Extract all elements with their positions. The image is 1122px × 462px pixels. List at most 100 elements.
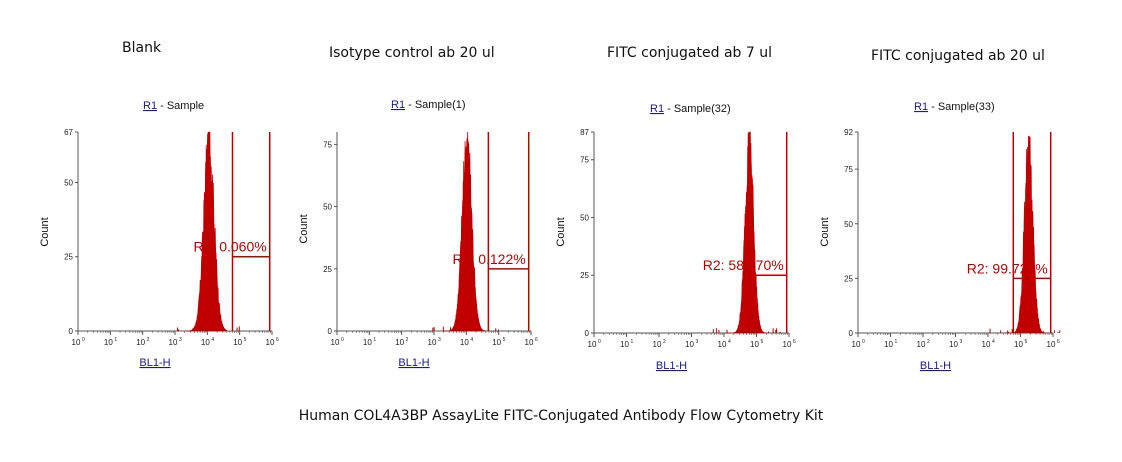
gate-label: R2: 99.725% bbox=[967, 260, 1048, 276]
x-tick-label: 10 bbox=[72, 338, 81, 347]
y-tick-label: 67 bbox=[64, 128, 73, 137]
panel-title-2: Isotype control ab 20 ul bbox=[329, 45, 495, 61]
x-tick-exponent: 0 bbox=[341, 337, 344, 343]
x-tick-exponent: 6 bbox=[535, 337, 538, 343]
histogram-series bbox=[184, 131, 228, 332]
x-tick-exponent: 0 bbox=[862, 339, 865, 345]
panel-title-1: Blank bbox=[122, 40, 162, 56]
y-axis-label: Count bbox=[298, 214, 310, 243]
y-tick-label: 75 bbox=[323, 140, 332, 149]
histogram-series bbox=[1004, 136, 1047, 334]
sample-header: R1 - Sample(33) bbox=[914, 101, 995, 113]
region-link[interactable]: R1 bbox=[391, 99, 405, 111]
x-tick-label: 10 bbox=[525, 338, 534, 347]
y-tick-label: 50 bbox=[844, 220, 853, 229]
x-tick-label: 10 bbox=[104, 338, 113, 347]
y-tick-label: 25 bbox=[64, 253, 73, 262]
x-tick-label: 10 bbox=[949, 340, 958, 349]
x-tick-label: 10 bbox=[1014, 340, 1023, 349]
x-tick-exponent: 1 bbox=[114, 337, 117, 343]
x-tick-label: 10 bbox=[852, 340, 861, 349]
x-tick-exponent: 1 bbox=[373, 337, 376, 343]
y-tick-label: 92 bbox=[844, 128, 853, 137]
x-tick-exponent: 4 bbox=[728, 339, 731, 345]
gate-label: R2: 0.060% bbox=[194, 239, 267, 255]
y-axis-label: Count bbox=[555, 217, 567, 246]
y-tick-label: 50 bbox=[64, 178, 73, 187]
x-tick-label: 10 bbox=[588, 340, 597, 349]
sample-header: R1 - Sample(32) bbox=[650, 103, 731, 115]
y-tick-label: 75 bbox=[580, 156, 589, 165]
x-tick-label: 10 bbox=[884, 340, 893, 349]
sample-name: - Sample(1) bbox=[405, 99, 466, 111]
x-tick-label: 10 bbox=[685, 340, 694, 349]
panel-title-4: FITC conjugated ab 20 ul bbox=[871, 48, 1045, 64]
sample-name: - Sample bbox=[157, 100, 204, 112]
x-tick-exponent: 6 bbox=[1057, 339, 1060, 345]
x-tick-label: 10 bbox=[136, 338, 145, 347]
x-tick-exponent: 6 bbox=[793, 339, 796, 345]
histogram-series bbox=[442, 131, 486, 332]
x-tick-exponent: 0 bbox=[82, 337, 85, 343]
panel-title-3: FITC conjugated ab 7 ul bbox=[607, 45, 772, 61]
x-tick-label: 10 bbox=[492, 338, 501, 347]
y-tick-label: 25 bbox=[580, 271, 589, 280]
x-tick-label: 10 bbox=[917, 340, 926, 349]
sample-name: - Sample(32) bbox=[664, 103, 731, 115]
x-tick-label: 10 bbox=[718, 340, 727, 349]
region-link[interactable]: R1 bbox=[914, 101, 928, 113]
x-tick-label: 10 bbox=[750, 340, 759, 349]
y-tick-label: 75 bbox=[844, 165, 853, 174]
x-tick-exponent: 4 bbox=[211, 337, 214, 343]
x-axis-label: BL1-H bbox=[139, 357, 170, 369]
x-tick-exponent: 3 bbox=[438, 337, 441, 343]
x-tick-label: 10 bbox=[201, 338, 210, 347]
x-tick-label: 10 bbox=[783, 340, 792, 349]
region-link[interactable]: R1 bbox=[143, 100, 157, 112]
region-link[interactable]: R1 bbox=[650, 103, 664, 115]
x-axis-label: BL1-H bbox=[920, 360, 951, 372]
y-tick-label: 87 bbox=[580, 128, 589, 137]
y-tick-label: 0 bbox=[328, 327, 333, 336]
gate-label: R2: 58.570% bbox=[703, 257, 784, 273]
x-tick-label: 10 bbox=[169, 338, 178, 347]
x-axis-label: BL1-H bbox=[656, 360, 687, 372]
y-axis-label: Count bbox=[39, 217, 51, 246]
x-tick-exponent: 4 bbox=[992, 339, 995, 345]
x-tick-exponent: 1 bbox=[895, 339, 898, 345]
x-tick-exponent: 5 bbox=[1025, 339, 1028, 345]
x-tick-exponent: 5 bbox=[244, 337, 247, 343]
y-tick-label: 0 bbox=[69, 327, 74, 336]
y-tick-label: 25 bbox=[323, 265, 332, 274]
y-tick-label: 25 bbox=[844, 274, 853, 283]
sample-name: - Sample(33) bbox=[928, 101, 995, 113]
x-axis-label: BL1-H bbox=[398, 357, 429, 369]
x-tick-label: 10 bbox=[331, 338, 340, 347]
x-tick-exponent: 5 bbox=[503, 337, 506, 343]
y-axis-label: Count bbox=[819, 217, 831, 246]
sample-header: R1 - Sample bbox=[143, 100, 204, 112]
x-tick-exponent: 2 bbox=[406, 337, 409, 343]
x-tick-label: 10 bbox=[395, 338, 404, 347]
x-tick-label: 10 bbox=[982, 340, 991, 349]
x-tick-label: 10 bbox=[233, 338, 242, 347]
x-tick-label: 10 bbox=[460, 338, 469, 347]
gate-label: R2: 0.122% bbox=[453, 251, 526, 267]
x-tick-label: 10 bbox=[266, 338, 275, 347]
figure-caption: Human COL4A3BP AssayLite FITC-Conjugated… bbox=[298, 408, 824, 424]
x-tick-exponent: 2 bbox=[663, 339, 666, 345]
y-tick-label: 50 bbox=[323, 203, 332, 212]
y-tick-label: 0 bbox=[585, 329, 590, 338]
x-tick-exponent: 3 bbox=[960, 339, 963, 345]
x-tick-exponent: 4 bbox=[470, 337, 473, 343]
x-tick-exponent: 3 bbox=[696, 339, 699, 345]
x-tick-exponent: 1 bbox=[631, 339, 634, 345]
x-tick-label: 10 bbox=[428, 338, 437, 347]
y-tick-label: 50 bbox=[580, 213, 589, 222]
x-tick-label: 10 bbox=[363, 338, 372, 347]
x-tick-exponent: 2 bbox=[147, 337, 150, 343]
x-tick-label: 10 bbox=[1047, 340, 1056, 349]
